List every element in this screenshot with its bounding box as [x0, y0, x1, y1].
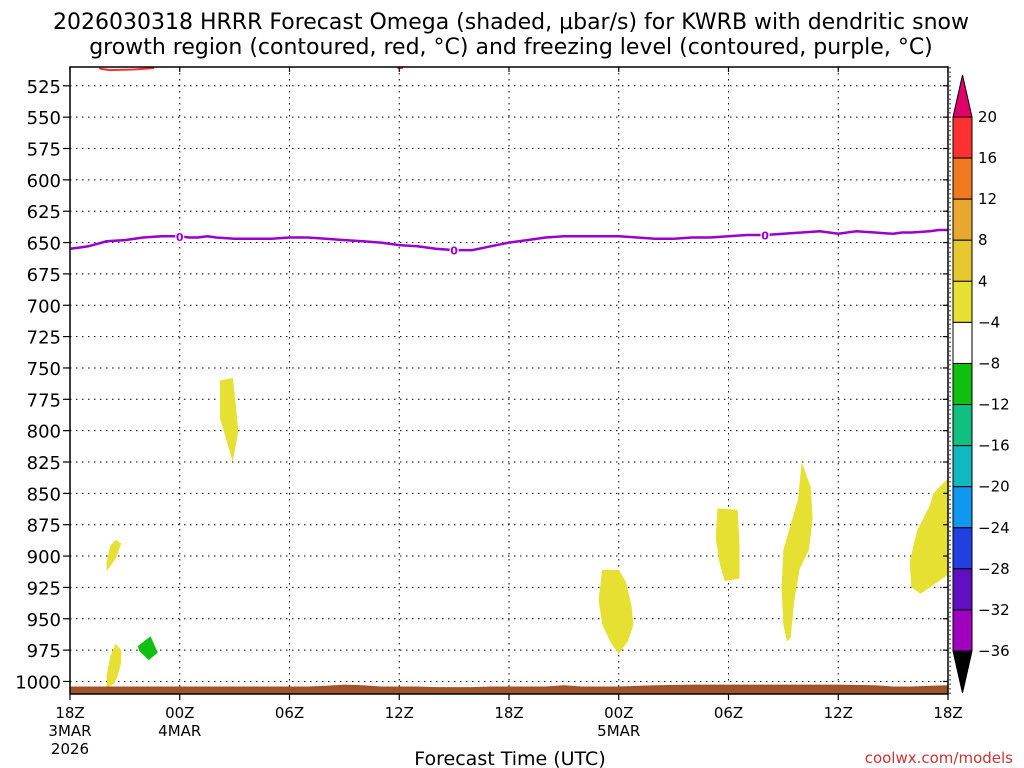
freezing-level-label: 0 — [176, 231, 184, 244]
x-tick-date-label: 5MAR — [597, 722, 640, 740]
y-tick-label: 750 — [27, 359, 61, 380]
omega-positive-region — [909, 478, 948, 594]
colorbar-label: 4 — [978, 272, 988, 290]
freezing-level-label: 0 — [761, 230, 769, 243]
colorbar-segment — [952, 445, 973, 488]
x-tick-label: 18Z — [55, 704, 84, 722]
x-tick-date-label: 4MAR — [158, 722, 201, 740]
omega-positive-region — [220, 378, 239, 462]
terrain-layer — [70, 684, 948, 694]
y-tick-label: 550 — [27, 108, 61, 129]
y-tick-label: 650 — [27, 234, 61, 255]
omega-positive-region — [598, 569, 634, 654]
x-tick-label: 18Z — [494, 704, 523, 722]
freezing-level-line — [69, 228, 948, 252]
colorbar-segment — [952, 157, 973, 200]
y-tick-label: 925 — [27, 578, 61, 599]
colorbar-top-triangle — [952, 74, 973, 118]
colorbar-segment — [952, 568, 973, 611]
y-tick-label: 600 — [27, 171, 61, 192]
colorbar: 20 16 12 8 4 −4 −8 −12 −16 −20 −24 −28 −32 −36 — [952, 74, 1010, 694]
y-tick-label: 850 — [27, 484, 61, 505]
colorbar-segment — [952, 609, 973, 652]
colorbar-label: −24 — [978, 519, 1010, 537]
omega-regions — [106, 378, 948, 688]
x-tick-label: 06Z — [275, 704, 304, 722]
x-tick-label: 00Z — [165, 704, 194, 722]
y-tick-label: 775 — [27, 390, 61, 411]
omega-positive-region — [106, 643, 122, 688]
omega-positive-region — [781, 462, 813, 642]
y-tick-label: 700 — [27, 296, 61, 317]
y-tick-label: 675 — [27, 265, 61, 286]
omega-positive-region — [106, 539, 122, 572]
credit-text[interactable]: coolwx.com/models — [865, 749, 1013, 767]
colorbar-label: −16 — [978, 437, 1010, 455]
colorbar-bottom-triangle — [952, 650, 973, 694]
y-tick-label: 825 — [27, 453, 61, 474]
colorbar-segment — [952, 486, 973, 529]
x-tick-label: 12Z — [385, 704, 414, 722]
colorbar-label: 8 — [978, 231, 988, 249]
x-tick-label: 12Z — [824, 704, 853, 722]
freezing-level-label-bg — [760, 228, 770, 242]
x-tick-label: 18Z — [933, 704, 962, 722]
colorbar-segment — [952, 362, 973, 406]
chart-title-line-2: growth region (contoured, red, °C) and f… — [89, 35, 933, 60]
omega-positive-region — [715, 508, 740, 582]
colorbar-label: −4 — [978, 313, 1000, 331]
colorbar-label: −8 — [978, 354, 1000, 372]
contour-layer: 0 0 0 — [69, 67, 948, 258]
y-tick-label: 975 — [27, 641, 61, 662]
colorbar-label: 16 — [978, 149, 997, 167]
colorbar-segment — [952, 198, 973, 241]
colorbar-segment — [952, 404, 973, 447]
colorbar-segment — [952, 280, 973, 323]
terrain-band — [70, 684, 948, 694]
x-tick-date-label: 3MAR — [48, 722, 91, 740]
x-tick-label: 06Z — [714, 704, 743, 722]
chart-title-line-1: 2026030318 HRRR Forecast Omega (shaded, … — [53, 10, 969, 35]
colorbar-label: −20 — [978, 478, 1010, 496]
colorbar-label: −12 — [978, 396, 1010, 414]
y-tick-label: 875 — [27, 516, 61, 537]
colorbar-label: 20 — [978, 108, 997, 126]
colorbar-segment — [952, 239, 973, 282]
x-axis-title: Forecast Time (UTC) — [414, 748, 605, 768]
x-tick-label: 00Z — [604, 704, 633, 722]
x-tick-year-label: 2026 — [51, 740, 89, 758]
y-tick-label: 575 — [27, 140, 61, 161]
y-tick-label: 950 — [27, 610, 61, 631]
y-tick-label: 900 — [27, 547, 61, 568]
colorbar-segment — [952, 116, 973, 159]
y-tick-label: 1000 — [15, 672, 61, 693]
colorbar-label: −32 — [978, 601, 1010, 619]
dgz-contour-line — [98, 67, 155, 72]
colorbar-segment — [952, 527, 973, 570]
freezing-level-label: 0 — [450, 245, 458, 258]
y-axis: 525 550 575 600 625 650 675 700 725 750 775 800 825 8… — [15, 77, 948, 693]
freezing-level-label-bg — [449, 243, 459, 257]
colorbar-segment — [952, 321, 973, 364]
y-tick-label: 800 — [27, 422, 61, 443]
freezing-level-label-bg — [175, 229, 185, 243]
y-tick-label: 725 — [27, 328, 61, 349]
omega-negative-region — [137, 636, 158, 661]
colorbar-label: −28 — [978, 560, 1010, 578]
y-tick-label: 625 — [27, 202, 61, 223]
gridlines — [70, 67, 948, 694]
colorbar-label: −36 — [978, 642, 1010, 660]
y-tick-label: 525 — [27, 77, 61, 98]
colorbar-label: 12 — [978, 190, 997, 208]
